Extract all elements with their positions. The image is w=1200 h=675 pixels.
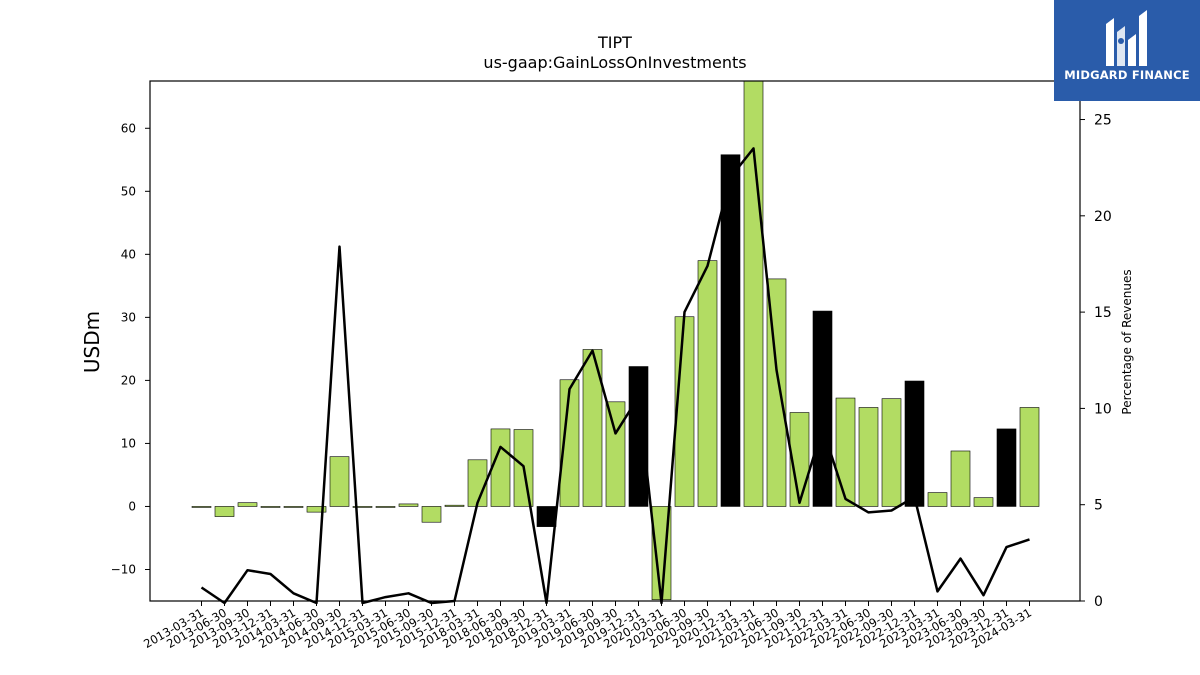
bar-2018-03-31 bbox=[467, 459, 488, 507]
chart-subtitle: us-gaap:GainLossOnInvestments bbox=[483, 53, 746, 72]
y-right-tick-label: 25 bbox=[1094, 113, 1112, 129]
bar-2022-03-31 bbox=[835, 397, 856, 507]
bar-2023-03-31 bbox=[927, 492, 948, 507]
line-group bbox=[200, 147, 1030, 605]
revenue-percentage-line bbox=[200, 147, 1030, 605]
y-right-tick-label: 10 bbox=[1094, 401, 1112, 417]
y-right-tick-label: 15 bbox=[1094, 305, 1112, 321]
y-right-tick-label: 20 bbox=[1094, 209, 1112, 225]
bar-2013-03-31 bbox=[191, 506, 212, 508]
bar-2020-09-30 bbox=[697, 260, 718, 507]
bar-2024-03-31 bbox=[1019, 407, 1040, 507]
y-tick-label: 60 bbox=[121, 121, 136, 135]
bar-2013-06-30 bbox=[214, 506, 235, 517]
bar-2015-12-31 bbox=[444, 504, 465, 507]
bar-2023-06-30 bbox=[950, 450, 971, 507]
bar-2019-12-31 bbox=[628, 366, 649, 507]
bar-2013-09-30 bbox=[237, 502, 258, 507]
y-tick-label: 20 bbox=[121, 373, 136, 387]
brand-name: MIDGARD FINANCE bbox=[1064, 68, 1190, 82]
bar-2022-06-30 bbox=[858, 407, 879, 507]
bar-group bbox=[191, 80, 1040, 601]
bar-2015-03-31 bbox=[375, 506, 396, 508]
bar-2014-06-30 bbox=[306, 506, 327, 513]
bar-2014-09-30 bbox=[329, 456, 350, 507]
bar-2018-06-30 bbox=[490, 428, 511, 507]
bar-2015-06-30 bbox=[398, 503, 419, 507]
brand-logo: MIDGARD FINANCE bbox=[1054, 0, 1200, 101]
bar-2022-12-31 bbox=[904, 380, 925, 507]
bar-2021-03-31 bbox=[743, 80, 764, 507]
plot-frame bbox=[149, 80, 1081, 602]
axes: −10010203040506005101520252013-03-312013… bbox=[111, 80, 1112, 651]
y-tick-label: 50 bbox=[121, 184, 136, 198]
bar-2014-03-31 bbox=[283, 506, 304, 508]
bar-2018-12-31 bbox=[536, 506, 557, 527]
y-right-tick-label: 5 bbox=[1094, 498, 1103, 514]
bar-2020-12-31 bbox=[720, 154, 741, 507]
y-axis-label: USDm bbox=[80, 311, 104, 373]
y-tick-label: 30 bbox=[121, 310, 136, 324]
bar-2019-03-31 bbox=[559, 379, 580, 507]
bar-2015-09-30 bbox=[421, 506, 442, 523]
bar-2022-09-30 bbox=[881, 398, 902, 507]
bar-2014-12-31 bbox=[352, 506, 373, 508]
logo-mark-icon bbox=[1106, 10, 1147, 66]
bar-2019-09-30 bbox=[605, 401, 626, 507]
y-tick-label: −10 bbox=[111, 562, 136, 576]
y-tick-label: 0 bbox=[128, 499, 136, 513]
chart-title: TIPT bbox=[597, 33, 632, 52]
bar-2013-12-31 bbox=[260, 506, 281, 508]
y-tick-label: 10 bbox=[121, 436, 136, 450]
bar-2023-12-31 bbox=[996, 428, 1017, 507]
y-axis-right-label: Percentage of Revenues bbox=[1120, 269, 1134, 414]
bar-2021-09-30 bbox=[789, 412, 810, 507]
y-tick-label: 40 bbox=[121, 247, 136, 261]
bar-2021-12-31 bbox=[812, 310, 833, 507]
bar-2023-09-30 bbox=[973, 497, 994, 507]
y-right-tick-label: 0 bbox=[1094, 594, 1103, 610]
